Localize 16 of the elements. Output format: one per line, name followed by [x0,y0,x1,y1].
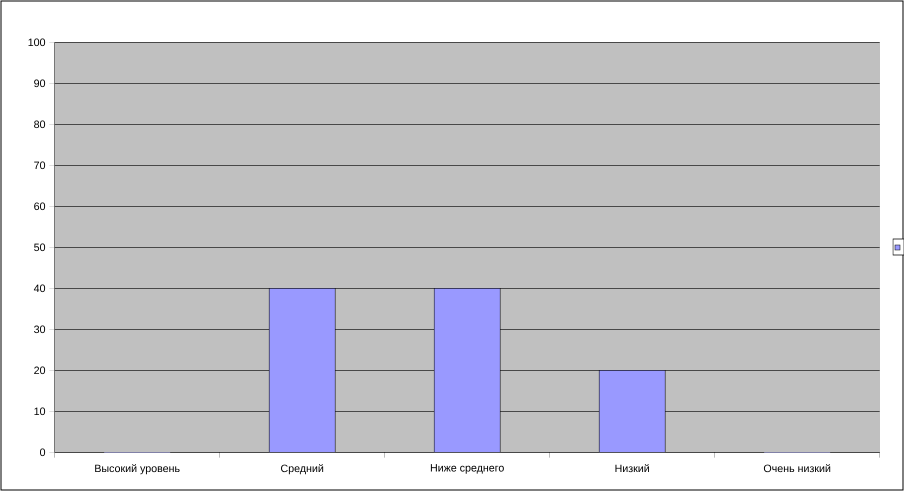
y-tick-label: 60 [34,202,46,210]
x-tick-label: Низкий [615,464,650,472]
y-tick-label: 30 [34,326,46,334]
y-tick-label: 70 [34,162,46,170]
y-tick-label: 10 [34,408,46,416]
y-tick-label: 40 [34,284,46,292]
y-tick-label: 100 [28,38,46,46]
x-tick-label: Средний [281,464,324,474]
y-tick-label: 0 [40,448,46,456]
x-tick-label: Высокий уровень [95,464,180,474]
y-tick-label: 80 [34,120,46,128]
y-tick-label: 50 [34,244,46,252]
y-tick-label: 20 [34,366,46,374]
y-tick-label: 90 [34,80,46,88]
x-tick-label: Ниже среднего [430,464,504,474]
x-tick-label: Очень низкий [764,464,830,472]
